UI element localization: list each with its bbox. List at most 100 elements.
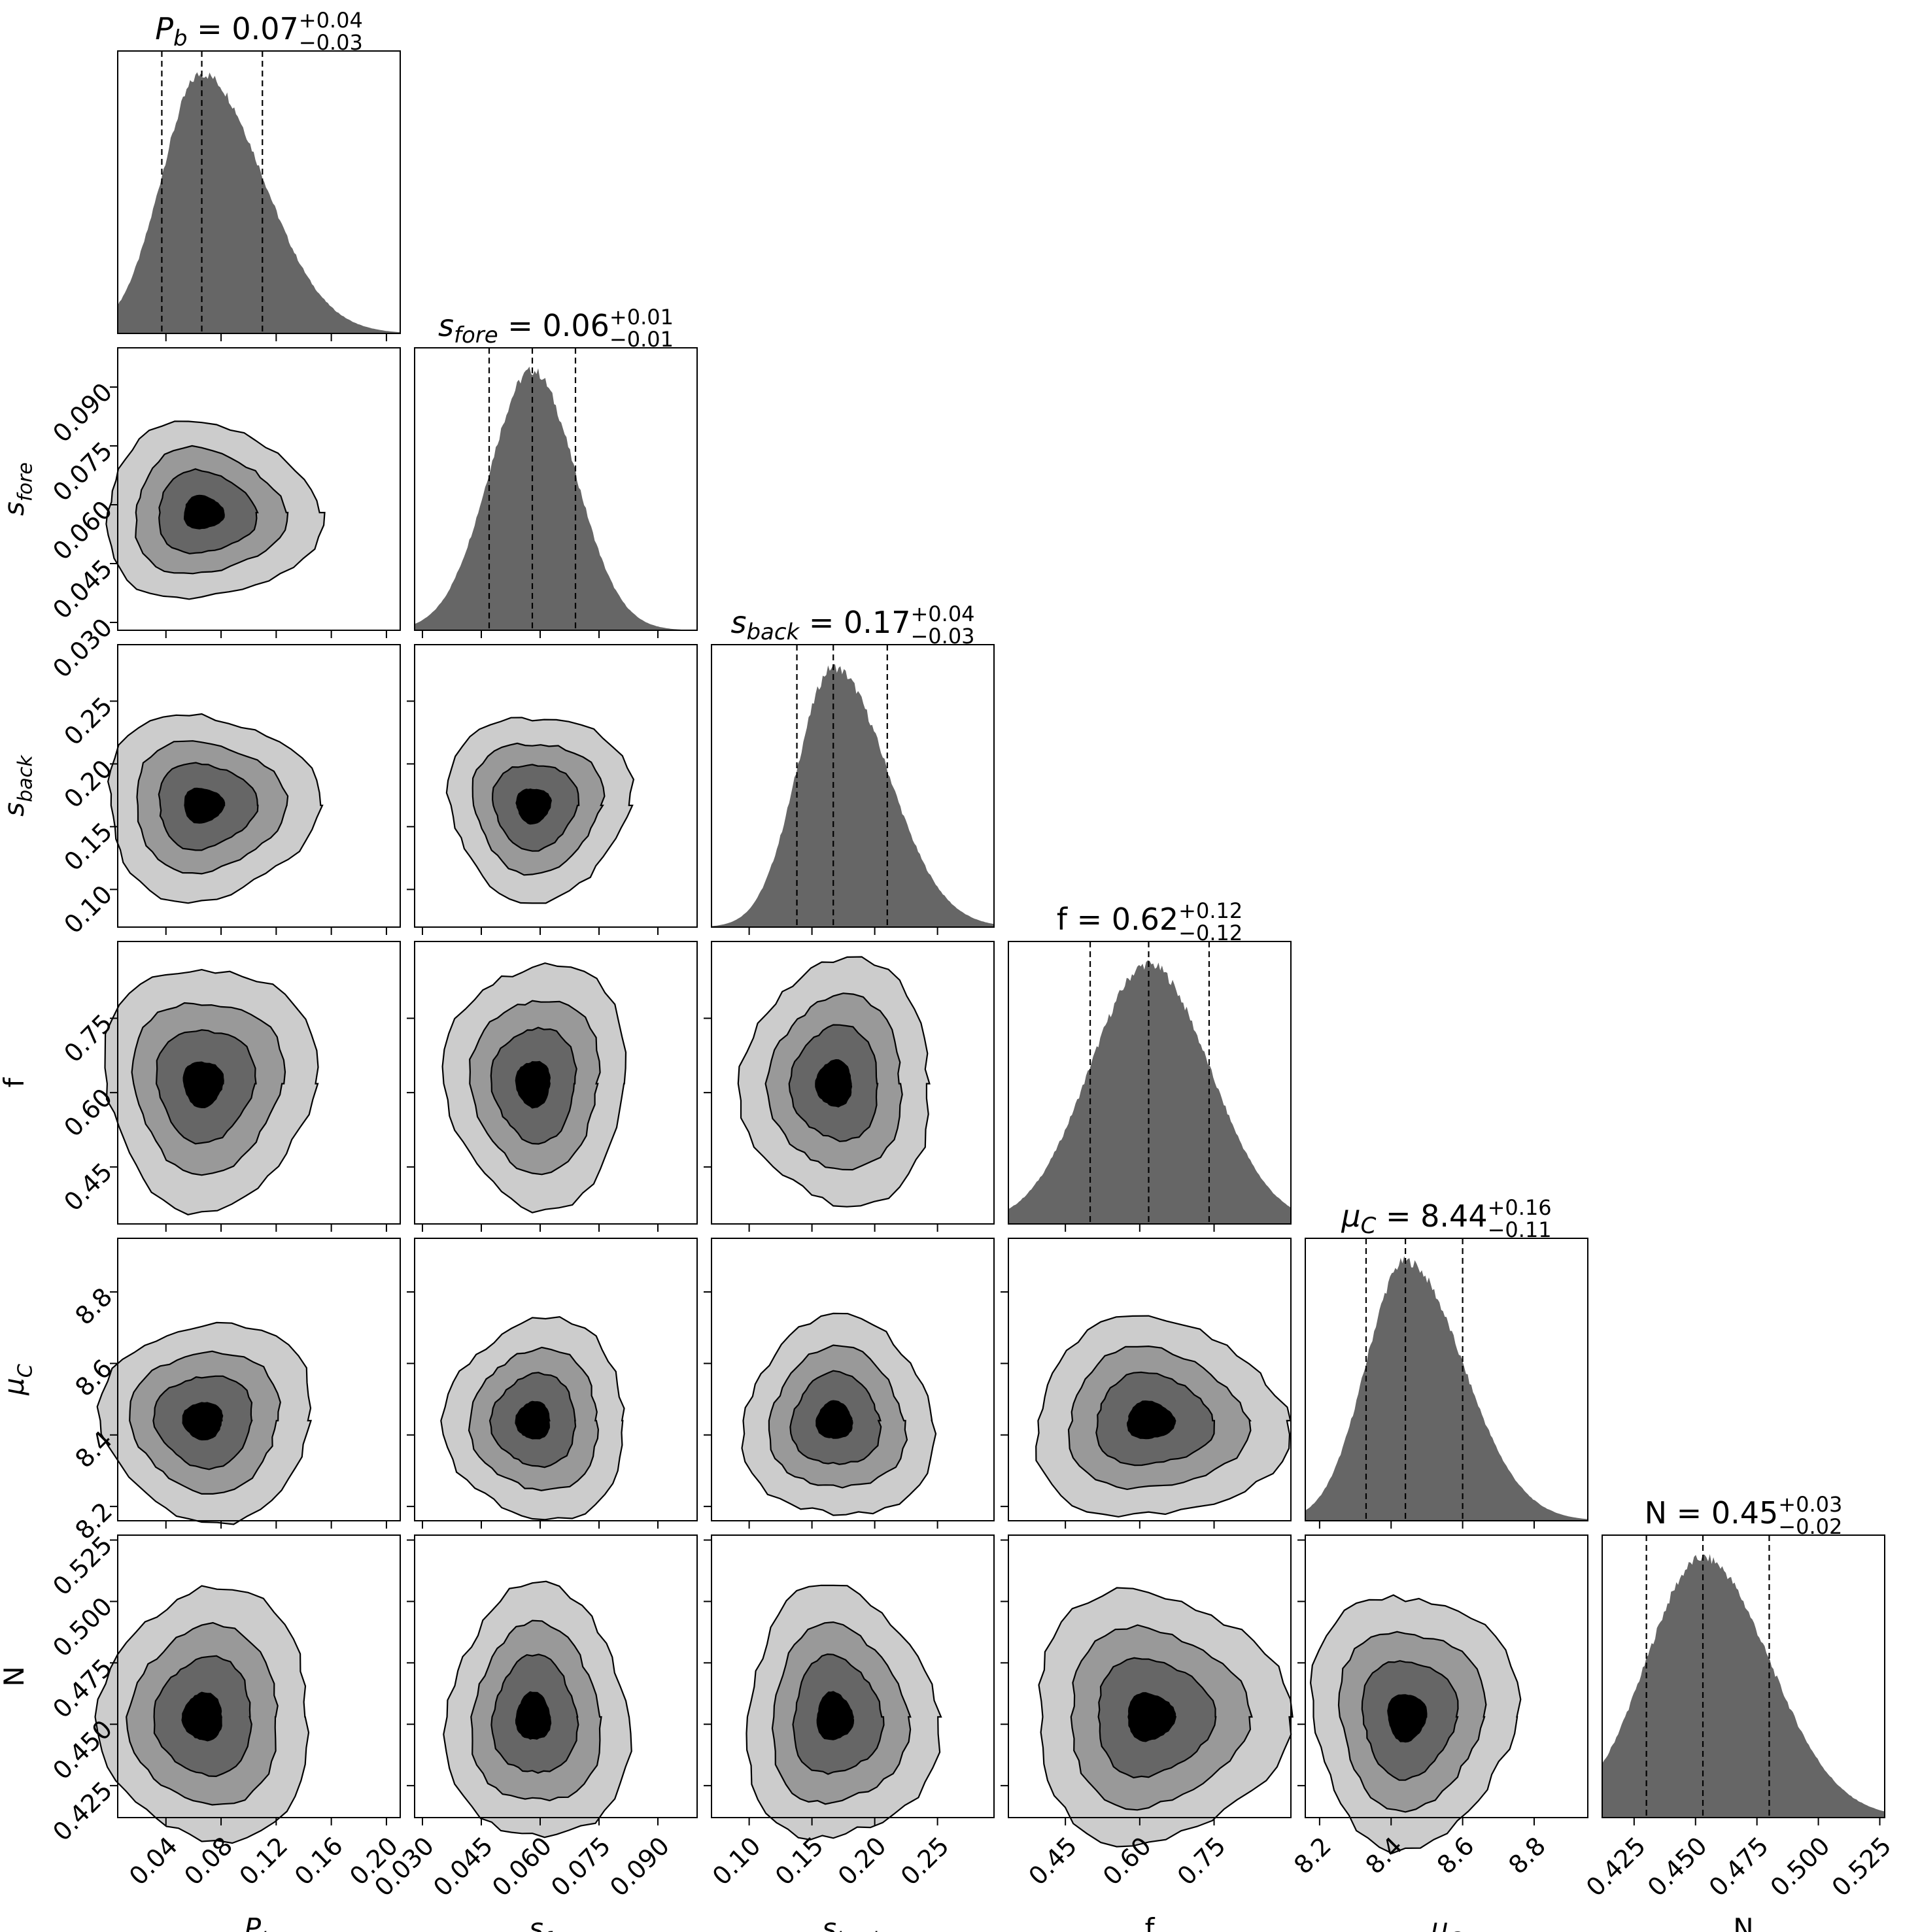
x-tick-label-Pb: 0.04 bbox=[124, 1831, 183, 1891]
x-tick-label-sfore: 0.060 bbox=[487, 1831, 557, 1902]
y-tick-label-N: 0.425 bbox=[47, 1776, 118, 1846]
histogram-muC bbox=[1305, 1256, 1588, 1521]
contour-level-4 bbox=[515, 1691, 552, 1740]
panel-frame bbox=[711, 941, 995, 1225]
contour-panel-sfore-f bbox=[407, 941, 698, 1232]
y-axis-label-muC: μC bbox=[0, 1364, 37, 1396]
contour-panel-sback-f bbox=[704, 941, 995, 1232]
y-tick-label-f: 0.45 bbox=[58, 1157, 118, 1217]
title-Pb: Pb = 0.07+0.04 bbox=[155, 8, 363, 52]
x-axis-label-Pb: Pb bbox=[245, 1912, 274, 1932]
contour-level-4 bbox=[1126, 1400, 1176, 1440]
y-tick-label-sback: 0.10 bbox=[58, 880, 118, 940]
hist-panel-N: N = 0.45+0.03−0.020.4250.4500.4750.5000.… bbox=[1581, 1492, 1897, 1932]
panel-frame bbox=[117, 941, 401, 1225]
histogram-sfore bbox=[415, 366, 697, 630]
contour-panel-sback-N: 0.100.150.200.25 sback bbox=[704, 1534, 995, 1932]
panel-frame bbox=[414, 347, 698, 631]
panel-frame bbox=[414, 644, 698, 928]
panel-frame bbox=[711, 644, 995, 928]
contour-panel-Pb-muC: 8.28.48.68.8μC bbox=[0, 1238, 401, 1545]
y-tick-label-muC: 8.8 bbox=[69, 1282, 118, 1330]
x-tick-label-sfore: 0.090 bbox=[604, 1831, 675, 1902]
x-tick-label-Pb: 0.12 bbox=[234, 1831, 294, 1891]
contour-level-4 bbox=[182, 1061, 224, 1108]
x-tick-label-sback: 0.10 bbox=[707, 1831, 766, 1891]
contour-panel-Pb-f: 0.450.600.75f bbox=[0, 941, 401, 1232]
contour-level-4 bbox=[183, 494, 225, 530]
y-axis-label-sback: sback bbox=[0, 754, 37, 817]
hist-panel-f: f = 0.62+0.12−0.12 bbox=[1008, 898, 1292, 1232]
x-axis-label-f: f bbox=[1145, 1912, 1156, 1932]
contour-panel-f-N: 0.45 0.60 0.75f bbox=[1001, 1534, 1294, 1932]
histogram-Pb bbox=[118, 72, 400, 333]
hist-panel-sfore: sfore = 0.06+0.01−0.01 bbox=[414, 305, 698, 638]
title-sback: sback = 0.17+0.04 bbox=[730, 602, 974, 645]
y-axis-label-sfore: sfore bbox=[0, 462, 37, 516]
contour-level-4 bbox=[515, 1400, 551, 1440]
y-tick-label-sfore: 0.045 bbox=[47, 554, 118, 624]
x-tick-label-f: 0.75 bbox=[1172, 1831, 1231, 1891]
contour-level-4 bbox=[816, 1691, 855, 1740]
contour-panel-sfore-sback bbox=[407, 644, 698, 935]
histogram-sback bbox=[711, 664, 994, 927]
x-tick-label-N: 0.500 bbox=[1765, 1831, 1836, 1902]
x-tick-label-muC: 8.8 bbox=[1503, 1831, 1551, 1880]
panel-frame bbox=[414, 941, 698, 1225]
panel-frame bbox=[117, 644, 401, 928]
panel-frame bbox=[1305, 1534, 1588, 1818]
contour-level-4 bbox=[815, 1400, 853, 1439]
panel-frame bbox=[711, 1534, 995, 1818]
x-axis-label-sback: sback bbox=[822, 1912, 884, 1932]
panel-frame bbox=[117, 1238, 401, 1521]
x-tick-label-sback: 0.25 bbox=[895, 1831, 955, 1891]
x-tick-label-N: 0.425 bbox=[1581, 1831, 1651, 1902]
panel-frame bbox=[117, 1534, 401, 1818]
title-f: f = 0.62+0.12 bbox=[1057, 898, 1243, 937]
histogram-f bbox=[1008, 960, 1291, 1224]
contour-panel-Pb-N: 0.040.080.120.160.200.4250.4500.4750.500… bbox=[0, 1531, 403, 1932]
y-axis-label-N: N bbox=[0, 1666, 30, 1686]
x-tick-label-N: 0.475 bbox=[1704, 1831, 1774, 1902]
contour-level-4 bbox=[182, 1402, 224, 1441]
y-tick-label-sfore: 0.075 bbox=[47, 436, 118, 507]
contour-level-4 bbox=[515, 788, 552, 825]
title-muC: μC = 8.44+0.16 bbox=[1341, 1195, 1551, 1239]
x-axis-label-muC: μC bbox=[1430, 1912, 1462, 1932]
hist-panel-sback: sback = 0.17+0.04−0.03 bbox=[711, 602, 995, 935]
panel-frame bbox=[711, 1238, 995, 1521]
title-sfore: sfore = 0.06+0.01 bbox=[438, 305, 674, 348]
panel-frame bbox=[117, 347, 401, 631]
histogram-N bbox=[1602, 1554, 1885, 1818]
x-tick-label-sback: 0.15 bbox=[770, 1831, 829, 1891]
panel-frame bbox=[1008, 1534, 1292, 1818]
contour-panel-muC-N: 8.28.48.68.8μC bbox=[1288, 1534, 1588, 1932]
contour-level-4 bbox=[515, 1060, 551, 1109]
panel-frame bbox=[1008, 941, 1292, 1225]
contour-panel-sback-muC bbox=[704, 1238, 995, 1529]
y-tick-label-sback: 0.15 bbox=[58, 817, 118, 877]
x-tick-label-muC: 8.6 bbox=[1431, 1831, 1480, 1880]
panel-frame bbox=[414, 1238, 698, 1521]
x-tick-label-f: 0.45 bbox=[1023, 1831, 1082, 1891]
contour-level-4 bbox=[815, 1059, 853, 1108]
x-axis-label-sfore: sfore bbox=[529, 1912, 583, 1932]
panel-frame bbox=[117, 50, 401, 334]
contour-level-4 bbox=[1127, 1692, 1177, 1742]
contour-panel-sfore-muC bbox=[407, 1238, 698, 1529]
y-tick-label-N: 0.525 bbox=[47, 1531, 118, 1601]
contour-panel-f-muC bbox=[1001, 1238, 1292, 1529]
y-axis-label-f: f bbox=[0, 1077, 30, 1087]
x-tick-label-sfore: 0.045 bbox=[428, 1831, 498, 1902]
y-tick-label-sfore: 0.030 bbox=[47, 613, 118, 683]
x-tick-label-N: 0.450 bbox=[1642, 1831, 1713, 1902]
contour-level-4 bbox=[1387, 1694, 1428, 1743]
x-tick-label-sback: 0.20 bbox=[832, 1831, 892, 1891]
panel-frame bbox=[1008, 1238, 1292, 1521]
hist-panel-muC: μC = 8.44+0.16−0.11 bbox=[1305, 1195, 1588, 1529]
x-tick-label-Pb: 0.16 bbox=[289, 1831, 349, 1891]
